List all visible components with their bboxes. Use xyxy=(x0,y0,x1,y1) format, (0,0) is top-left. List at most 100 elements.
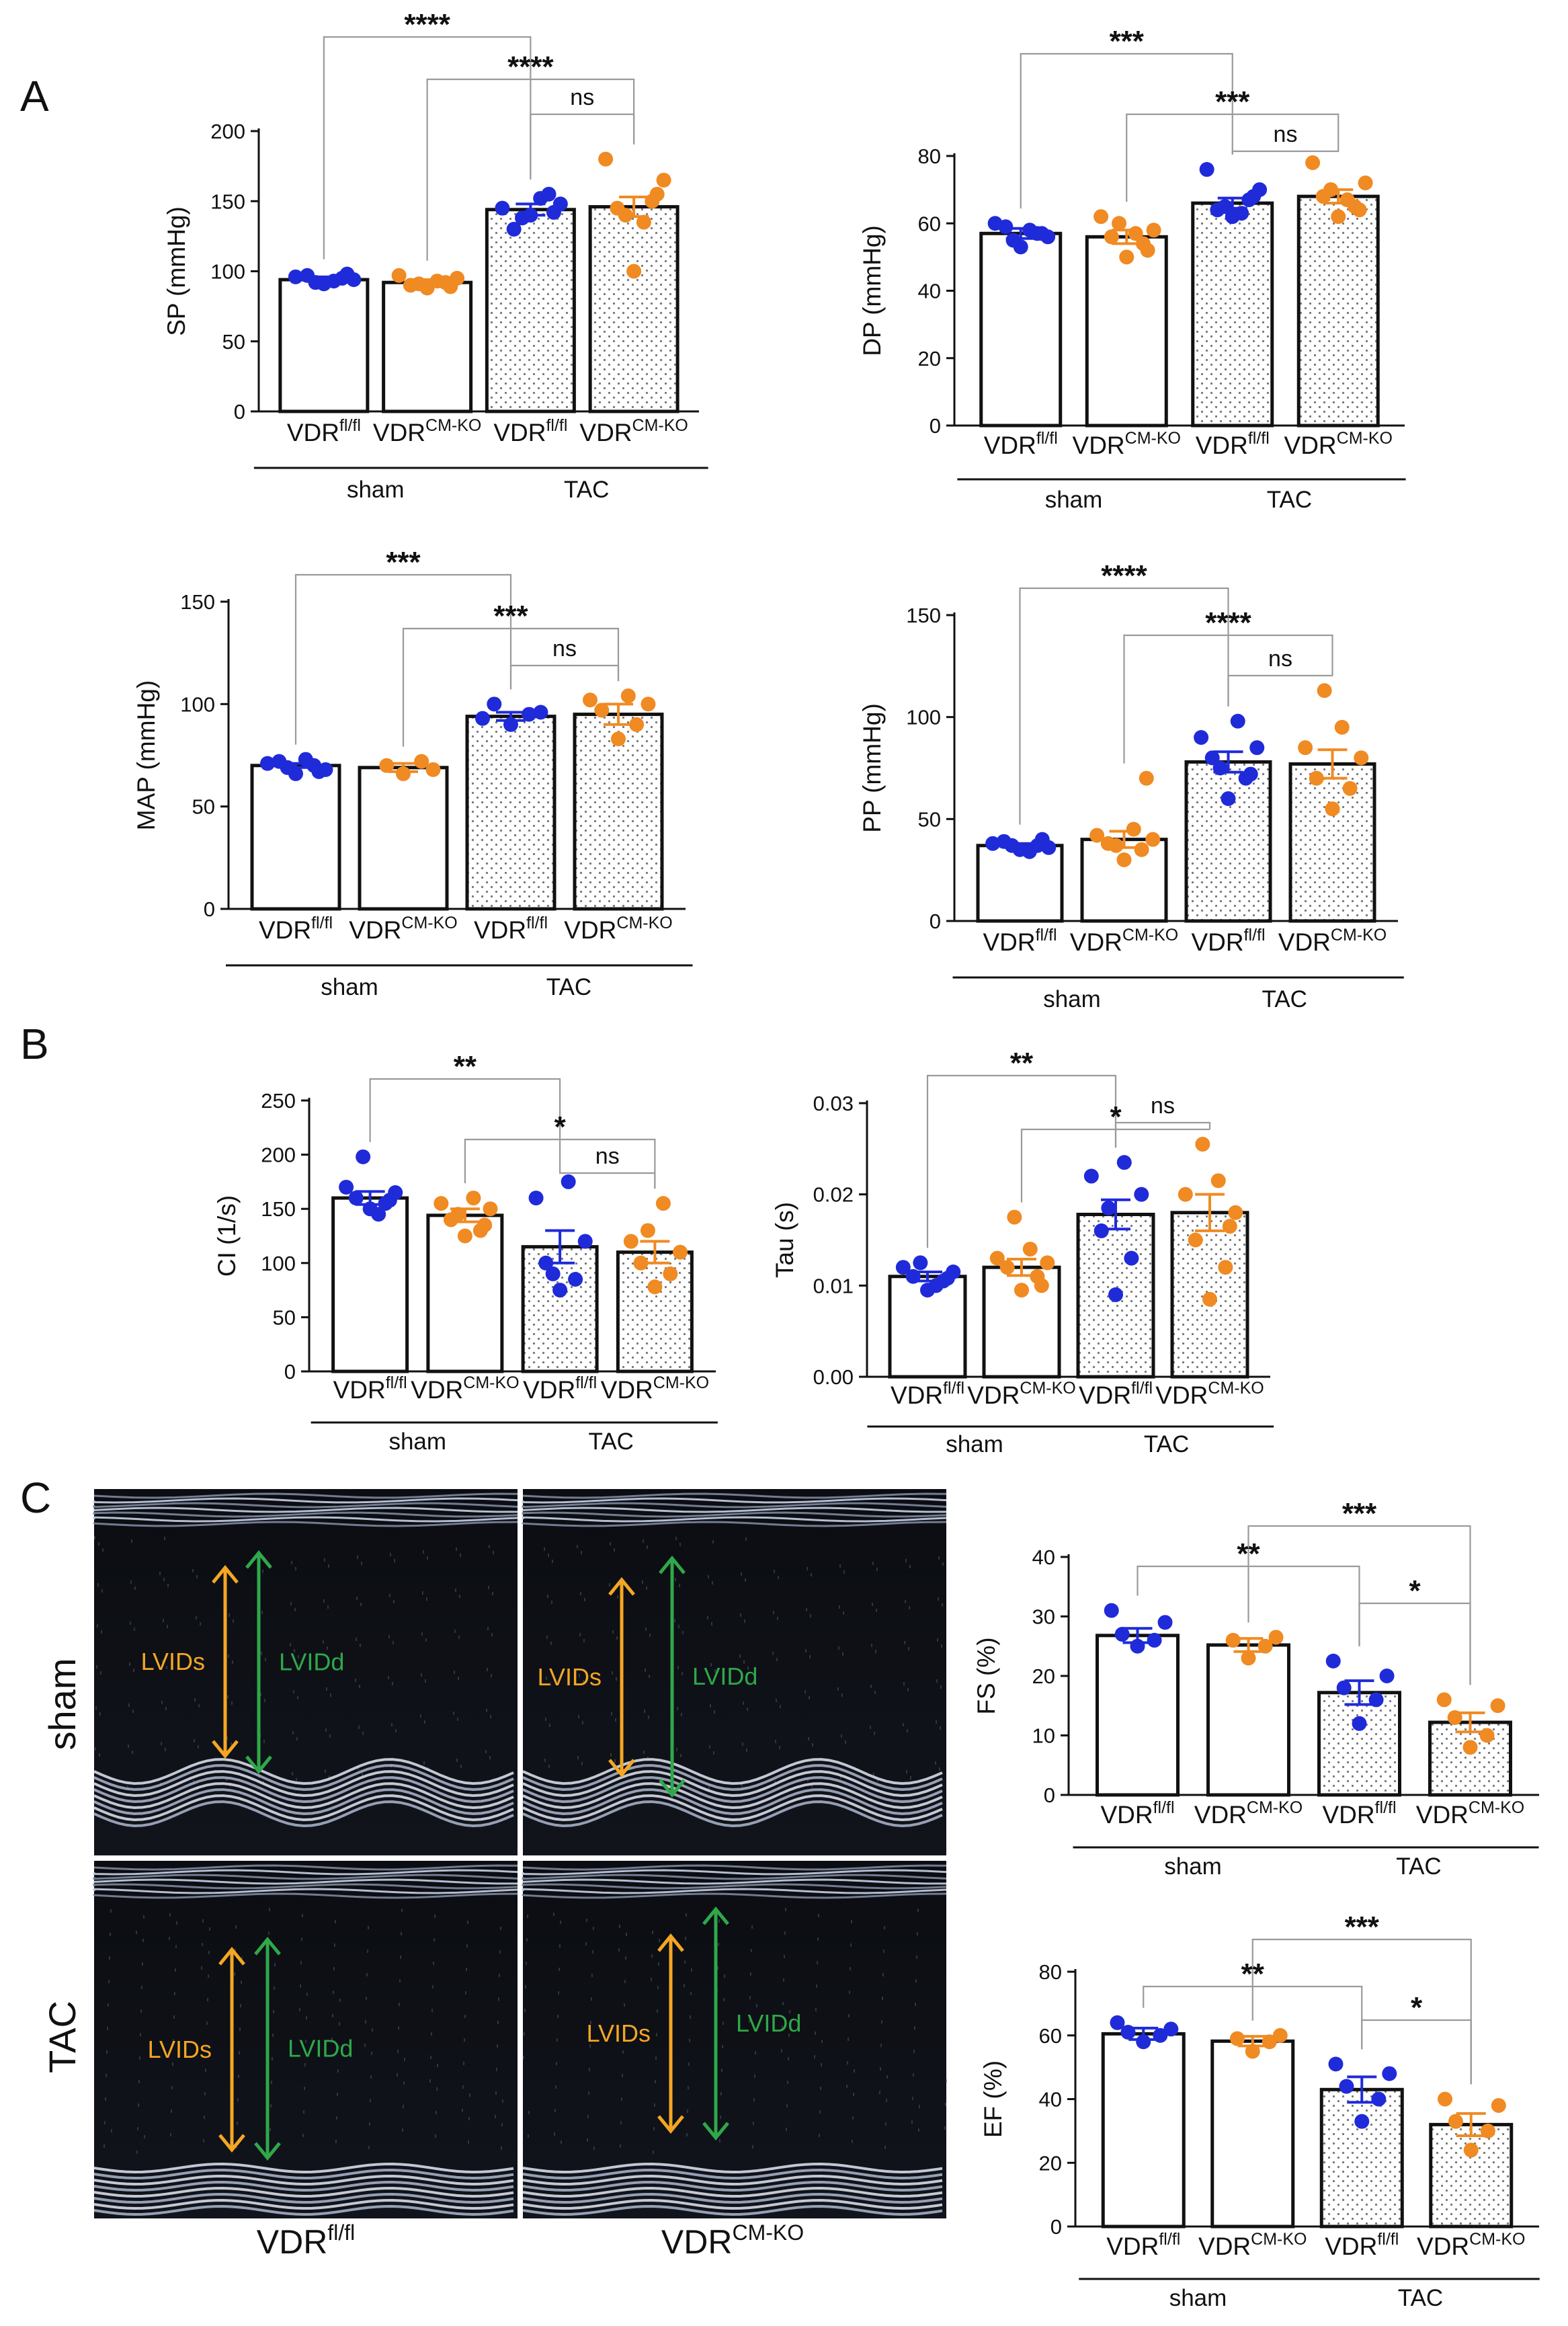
point-dp-3-5 xyxy=(1339,192,1355,208)
echo-speckle xyxy=(841,1734,842,1738)
point-dp-2-6 xyxy=(1217,199,1233,214)
echo-speckle xyxy=(296,1737,298,1740)
echo-speckle xyxy=(330,1693,331,1697)
point-tau-2-1 xyxy=(1124,1250,1139,1266)
echo-speckle xyxy=(690,1992,692,1995)
sig-bracket-pp-2 xyxy=(1227,674,1333,707)
echo-speckle xyxy=(360,1644,361,1647)
echo-speckle xyxy=(468,2140,469,2144)
echo-speckle xyxy=(500,1927,501,1930)
echo-speckle xyxy=(840,1775,841,1779)
echo-speckle xyxy=(194,1698,196,1701)
echo-speckle xyxy=(226,1736,228,1740)
bar-map-1 xyxy=(358,766,449,911)
echo-speckle xyxy=(324,1558,325,1562)
echo-speckle xyxy=(290,1602,292,1605)
echo-speckle xyxy=(556,2038,558,2042)
echo-speckle xyxy=(328,1564,329,1568)
echo-speckle xyxy=(99,1712,101,1716)
echo-speckle xyxy=(546,1677,547,1680)
echo-speckle xyxy=(498,1997,499,2001)
point-pp-3-1 xyxy=(1342,780,1358,796)
group-label-ci-1: TAC xyxy=(589,1429,634,1455)
echo-speckle xyxy=(906,1770,907,1773)
point-pp-1-6 xyxy=(1108,838,1124,853)
echo-speckle xyxy=(838,1646,839,1650)
point-tau-3-0 xyxy=(1202,1291,1217,1307)
point-fs-3-4 xyxy=(1436,1692,1452,1708)
point-dp-2-5 xyxy=(1234,206,1249,221)
echo-speckle xyxy=(849,1991,850,1994)
echo-speckle xyxy=(688,2062,690,2066)
bar-dp-0 xyxy=(979,231,1063,428)
y-tick-label-ci-1: 50 xyxy=(273,1306,296,1329)
echo-speckle xyxy=(644,1710,645,1713)
sig-label-sp-0: **** xyxy=(404,8,450,41)
echo-speckle xyxy=(303,2110,304,2114)
echo-speckle xyxy=(437,2064,438,2067)
echo-speckle xyxy=(773,1611,774,1614)
echo-speckle xyxy=(550,1642,552,1645)
x-tick-label-base-sp-0: VDR xyxy=(287,419,339,446)
echo-speckle xyxy=(780,1705,781,1708)
echo-speckle xyxy=(96,1665,97,1669)
echo-speckle xyxy=(327,1646,328,1650)
y-tick-label-sp-3: 150 xyxy=(210,190,245,213)
echo-speckle xyxy=(128,1703,130,1707)
echo-speckle xyxy=(776,1699,777,1702)
echo-posterior-wall xyxy=(93,2187,514,2198)
echo-speckle xyxy=(434,1915,436,1918)
echo-speckle xyxy=(459,1595,460,1598)
point-fs-0-4 xyxy=(1104,1603,1119,1618)
echo-speckle xyxy=(853,2093,854,2096)
echo-speckle xyxy=(872,1562,874,1565)
echo-speckle xyxy=(388,1676,389,1679)
echo-speckle xyxy=(524,2032,525,2036)
echo-speckle xyxy=(885,2122,886,2126)
echo-speckle xyxy=(325,1769,326,1773)
echo-speckle xyxy=(691,1968,692,1972)
point-pp-1-3 xyxy=(1145,832,1161,847)
echo-speckle xyxy=(806,1608,807,1611)
echo-speckle xyxy=(333,1967,335,1970)
point-tau-3-3 xyxy=(1228,1205,1243,1220)
y-tick-label-sp-2: 100 xyxy=(210,260,245,284)
echo-speckle xyxy=(469,2093,470,2097)
echo-col-label-vdr-cmko-base: VDR xyxy=(661,2223,733,2261)
echo-top-band xyxy=(93,1497,518,1504)
bar-pp-0 xyxy=(976,844,1064,923)
point-ef-2-4 xyxy=(1328,2056,1344,2072)
x-tick-label-sup-pp-2: fl/fl xyxy=(1244,926,1266,945)
echo-speckle xyxy=(659,1939,660,1942)
bar-pp-2 xyxy=(1184,760,1272,923)
echo-speckle xyxy=(723,1998,725,2001)
sig-label-fs-2: * xyxy=(1409,1574,1421,1607)
x-tick-label-base-tau-2: VDR xyxy=(1079,1381,1131,1409)
point-tau-3-5 xyxy=(1210,1173,1226,1189)
echo-posterior-wall xyxy=(93,1770,514,1797)
echo-speckle xyxy=(195,1657,196,1660)
echo-speckle xyxy=(487,1627,489,1630)
echo-speckle xyxy=(489,1545,490,1548)
echo-speckle xyxy=(942,1603,943,1607)
lvids-label: LVIDs xyxy=(587,2019,651,2047)
echo-speckle xyxy=(908,1647,909,1650)
echo-speckle xyxy=(458,1677,459,1680)
point-dp-0-5 xyxy=(1022,223,1038,238)
echo-speckle xyxy=(140,2009,142,2013)
point-ci-3-1 xyxy=(663,1266,678,1281)
echo-speckle xyxy=(654,2103,655,2107)
echo-speckle xyxy=(361,1562,362,1565)
echo-speckle xyxy=(784,1955,785,1958)
point-tau-0-7 xyxy=(940,1271,955,1286)
y-tick-label-ci-4: 200 xyxy=(261,1144,296,1167)
x-tick-label-sp-3: VDRCM-KO xyxy=(579,416,688,446)
echo-speckle xyxy=(326,1687,327,1691)
echo-speckle xyxy=(453,1712,454,1715)
echo-speckle xyxy=(723,2021,724,2025)
echo-speckle xyxy=(626,1933,627,1936)
point-ef-3-4 xyxy=(1437,2091,1452,2107)
echo-speckle xyxy=(755,2051,756,2054)
lvids-label: LVIDs xyxy=(148,2036,212,2063)
y-tick-label-pp-1: 50 xyxy=(918,807,941,831)
